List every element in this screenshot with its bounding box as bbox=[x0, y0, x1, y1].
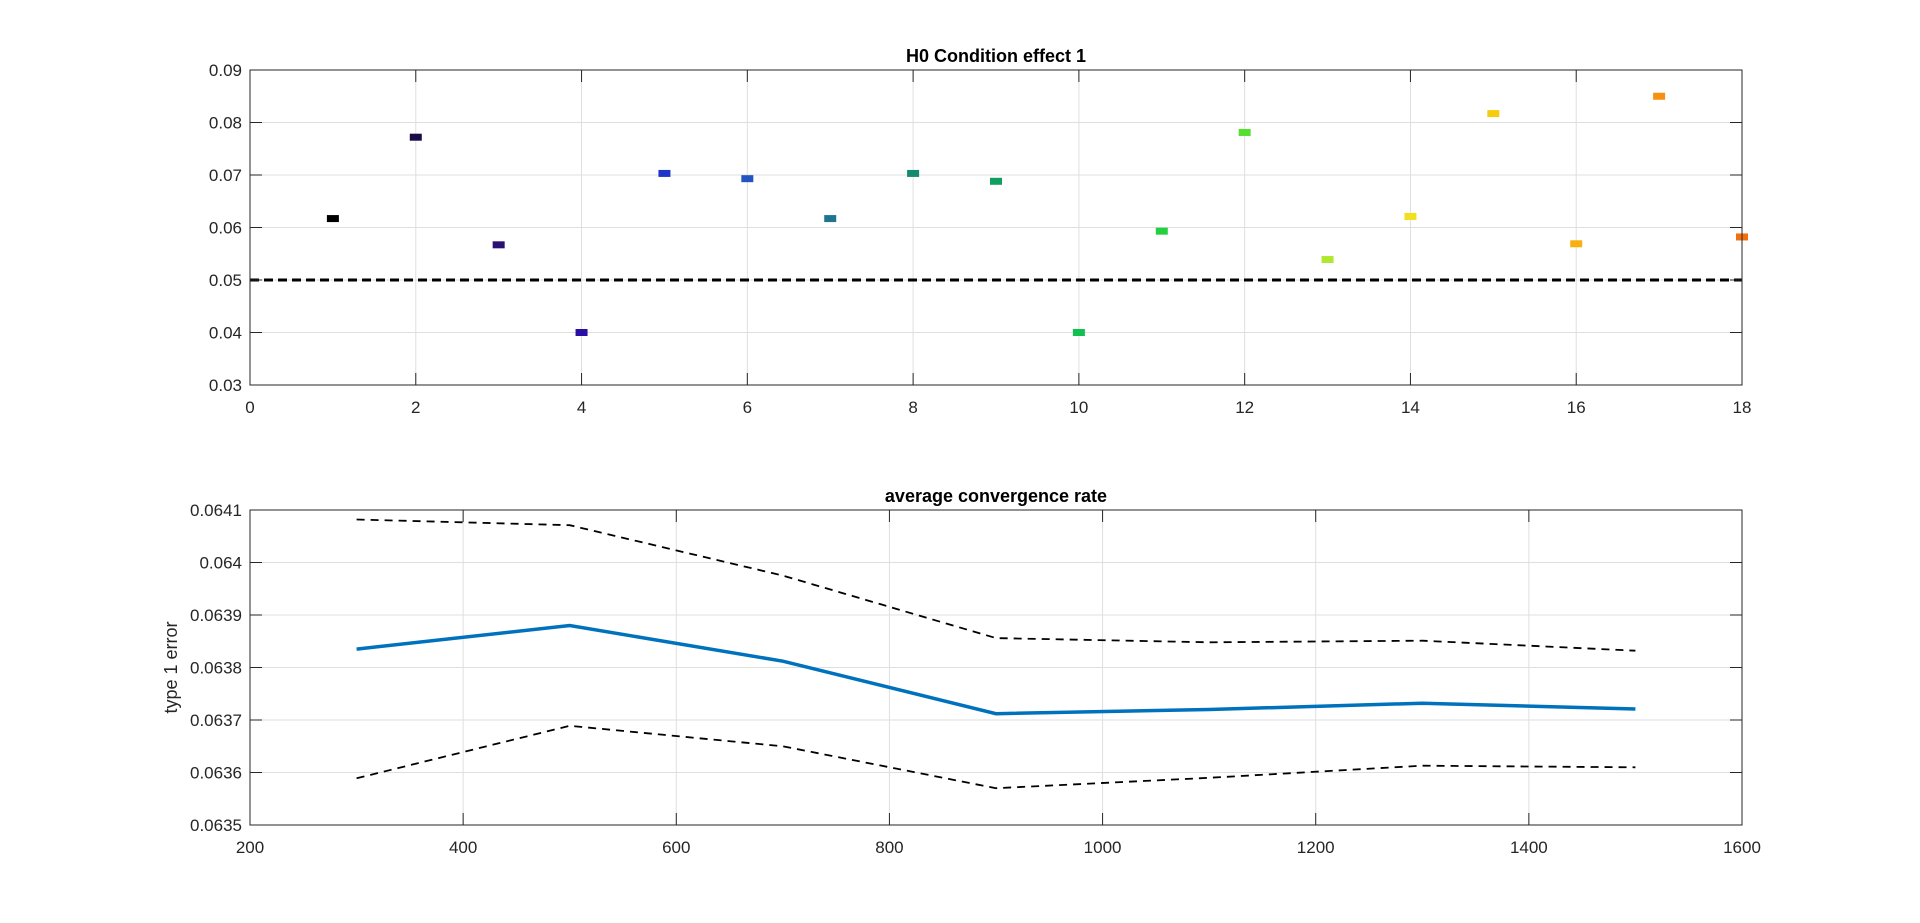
data-point bbox=[1570, 240, 1583, 248]
y-tick-label: 0.09 bbox=[209, 61, 242, 80]
data-point bbox=[658, 169, 671, 177]
x-tick-label: 400 bbox=[449, 838, 477, 857]
x-tick-label: 1200 bbox=[1297, 838, 1335, 857]
bound-line bbox=[356, 518, 1636, 652]
x-tick-label: 2 bbox=[411, 398, 420, 417]
data-point bbox=[1321, 256, 1334, 264]
x-tick-labels: 0 2 4 6 8 10 12 14 16 18 bbox=[245, 398, 1751, 417]
x-tick-label: 1000 bbox=[1084, 838, 1122, 857]
x-tick-label: 1600 bbox=[1723, 838, 1761, 857]
bound-line bbox=[356, 724, 1636, 790]
chart-title: H0 Condition effect 1 bbox=[906, 46, 1086, 66]
data-point bbox=[1653, 92, 1666, 100]
x-tick-label: 6 bbox=[743, 398, 752, 417]
data-point bbox=[326, 215, 339, 223]
chart-title: average convergence rate bbox=[885, 486, 1107, 506]
x-tick-labels: 200 400 600 800 1000 1200 1400 1600 bbox=[236, 838, 1761, 857]
data-point bbox=[907, 169, 920, 177]
data-point bbox=[741, 175, 754, 183]
data-point bbox=[492, 241, 505, 249]
tick-marks bbox=[249, 509, 1743, 826]
data-point bbox=[1238, 128, 1251, 136]
x-tick-label: 12 bbox=[1235, 398, 1254, 417]
x-tick-label: 200 bbox=[236, 838, 264, 857]
y-tick-label: 0.0638 bbox=[190, 659, 242, 678]
x-tick-label: 800 bbox=[875, 838, 903, 857]
x-tick-label: 4 bbox=[577, 398, 586, 417]
y-tick-label: 0.06 bbox=[209, 219, 242, 238]
x-tick-label: 10 bbox=[1069, 398, 1088, 417]
tick-marks bbox=[249, 69, 1743, 386]
line-chart: 200 400 600 800 1000 1200 1400 1600 0.06350.063… bbox=[161, 486, 1761, 857]
y-tick-label: 0.0641 bbox=[190, 501, 242, 520]
y-axis-label: type 1 error bbox=[161, 621, 181, 713]
y-tick-label: 0.0639 bbox=[190, 606, 242, 625]
data-point bbox=[1404, 212, 1417, 220]
data-point bbox=[575, 329, 588, 336]
y-tick-label: 0.0635 bbox=[190, 816, 242, 835]
y-tick-label: 0.0636 bbox=[190, 764, 242, 783]
y-tick-label: 0.064 bbox=[199, 554, 242, 573]
data-lines bbox=[356, 518, 1636, 790]
y-tick-labels: 0.0635 0.0636 0.0637 0.0638 0.0639 0.064 0.064… bbox=[190, 501, 242, 835]
y-tick-label: 0.08 bbox=[209, 114, 242, 133]
data-point bbox=[1072, 329, 1085, 336]
data-markers bbox=[326, 92, 1748, 336]
y-tick-label: 0.04 bbox=[209, 324, 242, 343]
x-tick-label: 14 bbox=[1401, 398, 1420, 417]
data-point bbox=[990, 177, 1002, 185]
data-point bbox=[1487, 110, 1500, 118]
data-point bbox=[1155, 227, 1168, 235]
y-tick-label: 0.07 bbox=[209, 166, 242, 185]
x-tick-label: 8 bbox=[908, 398, 917, 417]
x-tick-label: 16 bbox=[1567, 398, 1586, 417]
x-tick-label: 1400 bbox=[1510, 838, 1548, 857]
y-tick-label: 0.05 bbox=[209, 271, 242, 290]
x-tick-label: 600 bbox=[662, 838, 690, 857]
mean-line bbox=[356, 623, 1636, 716]
data-point bbox=[409, 133, 422, 141]
y-tick-label: 0.0637 bbox=[190, 711, 242, 730]
y-tick-label: 0.03 bbox=[209, 376, 242, 395]
x-tick-label: 0 bbox=[245, 398, 254, 417]
scatter-chart: 0 2 4 6 8 10 12 14 16 18 0.03 0.04 0.05 0.06 0.07 0.08… bbox=[209, 46, 1752, 417]
data-point bbox=[824, 215, 837, 223]
x-tick-label: 18 bbox=[1733, 398, 1752, 417]
y-tick-labels: 0.03 0.04 0.05 0.06 0.07 0.08 0.09 bbox=[209, 61, 242, 395]
